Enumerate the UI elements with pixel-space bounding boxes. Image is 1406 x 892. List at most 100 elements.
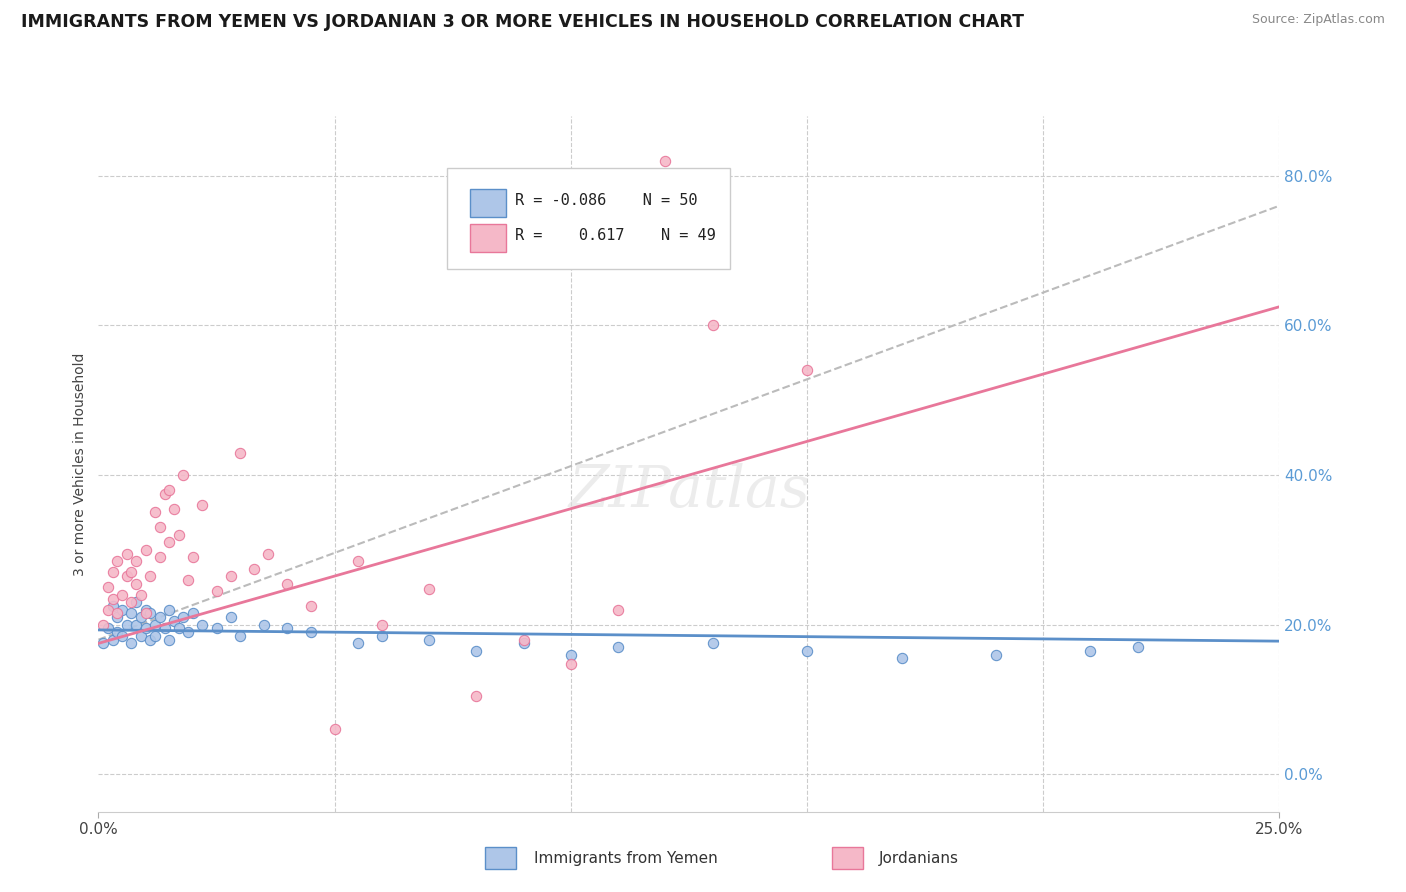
Point	[172, 610, 194, 624]
Point	[163, 614, 186, 628]
Point	[101, 566, 124, 580]
Text: IMMIGRANTS FROM YEMEN VS JORDANIAN 3 OR MORE VEHICLES IN HOUSEHOLD CORRELATION C: IMMIGRANTS FROM YEMEN VS JORDANIAN 3 OR …	[21, 13, 1024, 31]
Text: ZIPatlas: ZIPatlas	[568, 464, 810, 520]
FancyBboxPatch shape	[471, 189, 506, 217]
Point	[257, 547, 280, 561]
Point	[157, 535, 180, 549]
Point	[97, 622, 120, 636]
Point	[181, 607, 204, 621]
Point	[177, 573, 200, 587]
Point	[125, 554, 148, 568]
Point	[125, 576, 148, 591]
Point	[418, 632, 440, 647]
Point	[121, 566, 143, 580]
Point	[253, 617, 276, 632]
Point	[243, 561, 266, 575]
Point	[465, 689, 488, 703]
Point	[157, 632, 180, 647]
Point	[323, 723, 346, 737]
Point	[105, 607, 128, 621]
Point	[796, 644, 818, 658]
Point	[299, 599, 322, 613]
Point	[115, 569, 138, 583]
Point	[205, 584, 228, 599]
Point	[105, 554, 128, 568]
Point	[654, 153, 676, 168]
Point	[796, 363, 818, 377]
Point	[111, 603, 134, 617]
Point	[115, 547, 138, 561]
Point	[143, 617, 166, 632]
Point	[111, 588, 134, 602]
FancyBboxPatch shape	[447, 169, 730, 269]
Point	[139, 607, 162, 621]
Point	[181, 550, 204, 565]
Point	[149, 520, 172, 534]
FancyBboxPatch shape	[471, 224, 506, 252]
Point	[121, 607, 143, 621]
Point	[121, 636, 143, 650]
Point	[163, 501, 186, 516]
Point	[167, 528, 190, 542]
Point	[418, 582, 440, 596]
Point	[129, 610, 152, 624]
Point	[125, 617, 148, 632]
Point	[347, 554, 370, 568]
Point	[560, 657, 582, 671]
Point	[129, 629, 152, 643]
Point	[512, 636, 534, 650]
Point	[115, 617, 138, 632]
Point	[135, 603, 157, 617]
Point	[105, 610, 128, 624]
Point	[1126, 640, 1149, 654]
Point	[157, 603, 180, 617]
Point	[91, 636, 114, 650]
Point	[191, 617, 214, 632]
Point	[560, 648, 582, 662]
Point	[157, 483, 180, 497]
Point	[97, 603, 120, 617]
Point	[607, 603, 630, 617]
Point	[1080, 644, 1102, 658]
Point	[139, 632, 162, 647]
Point	[135, 542, 157, 557]
Point	[125, 595, 148, 609]
Text: Jordanians: Jordanians	[879, 851, 959, 865]
Point	[149, 610, 172, 624]
Point	[371, 629, 394, 643]
Point	[890, 651, 912, 665]
Point	[143, 629, 166, 643]
Point	[191, 498, 214, 512]
Point	[299, 625, 322, 640]
Point	[135, 607, 157, 621]
Point	[371, 617, 394, 632]
Point	[167, 622, 190, 636]
Text: Source: ZipAtlas.com: Source: ZipAtlas.com	[1251, 13, 1385, 27]
Point	[121, 595, 143, 609]
Y-axis label: 3 or more Vehicles in Household: 3 or more Vehicles in Household	[73, 352, 87, 575]
Point	[153, 622, 176, 636]
Point	[101, 632, 124, 647]
Text: R = -0.086    N = 50: R = -0.086 N = 50	[516, 193, 697, 208]
Point	[111, 629, 134, 643]
Point	[143, 506, 166, 520]
Point	[105, 625, 128, 640]
Point	[512, 632, 534, 647]
Point	[219, 569, 242, 583]
Point	[153, 487, 176, 501]
Point	[276, 576, 298, 591]
Point	[984, 648, 1007, 662]
Point	[465, 644, 488, 658]
Point	[229, 629, 252, 643]
Point	[229, 445, 252, 459]
Point	[97, 580, 120, 594]
Point	[607, 640, 630, 654]
Text: R =    0.617    N = 49: R = 0.617 N = 49	[516, 228, 716, 244]
Point	[177, 625, 200, 640]
Point	[149, 550, 172, 565]
Point	[101, 599, 124, 613]
Point	[135, 622, 157, 636]
Point	[101, 591, 124, 606]
Point	[129, 588, 152, 602]
Point	[172, 468, 194, 483]
